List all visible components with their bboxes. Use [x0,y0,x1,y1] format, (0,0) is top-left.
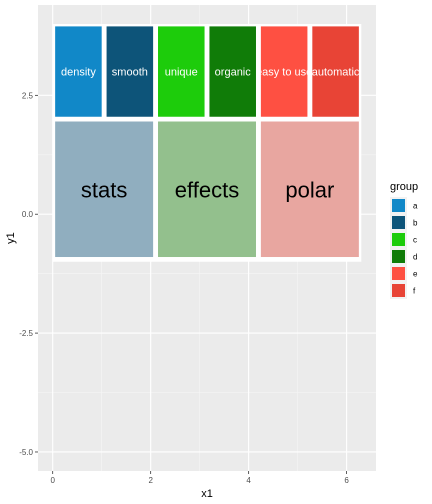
tile-label: density [61,67,96,79]
legend-label: b [413,219,418,228]
tile-label: unique [165,67,198,79]
legend-label: e [413,270,418,279]
x-axis-ticks: 0 2 4 6 [50,471,349,485]
tile-label: organic [215,67,252,79]
legend-label: f [413,287,416,296]
y-tick-label: -5.0 [19,448,33,457]
legend-key-d [392,250,405,263]
legend-key-c [392,233,405,246]
block-polar [260,121,359,258]
tile-label: smooth [112,67,148,79]
y-tick-label: 0.0 [22,210,34,219]
y-tick-label: 2.5 [22,91,34,100]
block-effects [158,121,256,258]
legend-key-b [392,216,405,229]
legend-key-a [392,199,405,212]
tile-e [260,26,308,117]
tile-d [209,26,256,117]
block-label: effects [175,177,239,202]
y-axis-title: y1 [5,232,17,244]
block-label: stats [81,177,127,202]
x-axis-title: x1 [201,488,213,500]
legend-label: c [413,236,417,245]
x-tick-label: 2 [148,476,153,485]
legend-title: group [390,181,418,193]
x-tick-label: 4 [246,476,251,485]
legend-label: d [413,253,417,262]
tile-b [106,26,154,117]
x-tick-label: 6 [344,476,349,485]
y-axis-ticks: 2.5 0.0 -2.5 -5.0 [19,91,38,457]
data-layer: stats effects polar density smooth unique orga… [52,24,362,262]
legend-label: a [413,202,418,211]
tile-c [158,26,205,117]
tile-label: automatic [312,67,360,79]
tile-f [312,26,359,117]
block-stats [55,121,154,258]
tile-label: easy to use [256,67,312,79]
y-tick-label: -2.5 [19,329,33,338]
legend-key-e [392,267,405,280]
block-label: polar [285,177,334,202]
tile-a [55,26,102,117]
x-tick-label: 0 [50,476,55,485]
legend-key-f [392,284,405,297]
